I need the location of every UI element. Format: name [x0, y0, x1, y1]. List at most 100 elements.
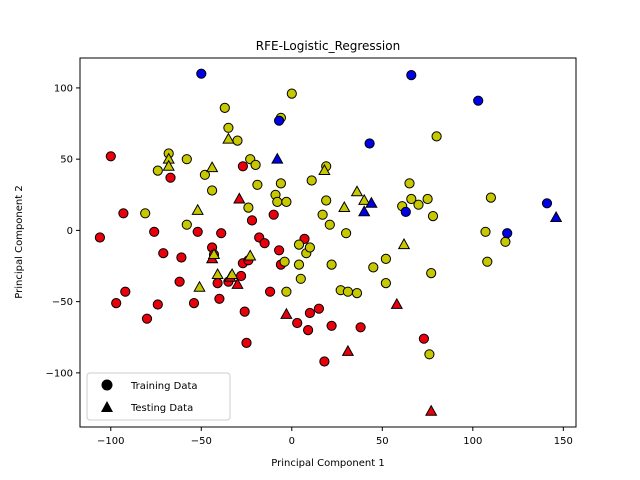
x-tick-label: 100: [463, 436, 482, 447]
training-point-102: [541, 198, 553, 209]
y-tick-label: −50: [52, 297, 73, 308]
training-point-74: [326, 259, 337, 270]
training-point-55: [252, 179, 263, 190]
legend-label-training: Training Data: [130, 381, 198, 392]
training-point-78: [351, 288, 363, 299]
training-point-54: [250, 159, 261, 170]
y-tick-label: 0: [67, 226, 73, 237]
testing-point-10: [191, 203, 204, 215]
training-point-81: [380, 278, 391, 289]
training-point-91: [480, 226, 491, 237]
training-point-93: [485, 192, 496, 203]
training-point-4: [120, 286, 131, 297]
training-point-98: [400, 206, 411, 217]
x-axis: −100 −50 0 50 100 150: [97, 427, 573, 447]
training-point-33: [292, 317, 303, 329]
x-tick-label: 150: [554, 436, 573, 447]
training-point-1: [105, 151, 116, 162]
testing-point-6: [390, 297, 403, 309]
training-point-7: [152, 299, 163, 310]
plot-area-frame: [79, 57, 577, 428]
training-point-70: [317, 209, 328, 220]
testing-point-2: [231, 277, 244, 289]
testing-point-24: [358, 205, 371, 217]
training-point-39: [326, 320, 337, 331]
training-point-29: [265, 286, 276, 297]
testing-point-3: [233, 192, 246, 204]
testing-point-15: [222, 132, 235, 144]
training-point-36: [304, 307, 315, 319]
training-point-97: [364, 138, 375, 149]
training-point-9: [165, 172, 176, 183]
training-point-76: [341, 228, 352, 239]
x-axis-label: Principal Component 1: [271, 458, 384, 469]
training-point-2: [111, 298, 122, 309]
training-point-83: [404, 178, 415, 189]
points-layer: [94, 68, 563, 416]
training-point-38: [319, 356, 330, 367]
training-point-8: [158, 248, 169, 259]
testing-point-19: [338, 200, 351, 212]
training-point-45: [181, 154, 192, 165]
x-tick-label: 0: [289, 436, 295, 447]
testing-point-7: [425, 404, 438, 416]
training-point-51: [232, 135, 243, 146]
y-tick-label: −100: [46, 368, 73, 379]
training-point-22: [237, 161, 248, 172]
training-point-79: [368, 262, 379, 273]
training-point-73: [324, 219, 335, 230]
training-point-99: [406, 70, 417, 81]
training-point-50: [223, 122, 234, 133]
legend-circle-marker: [101, 379, 113, 391]
y-tick-label: 50: [60, 155, 73, 166]
training-point-40: [355, 322, 366, 333]
y-axis-label: Principal Component 2: [14, 185, 25, 298]
testing-point-23: [271, 152, 284, 164]
training-point-87: [424, 349, 435, 360]
training-point-86: [422, 193, 433, 205]
training-point-72: [321, 195, 332, 206]
training-point-43: [152, 165, 163, 176]
training-point-100: [473, 95, 484, 106]
testing-point-5: [341, 344, 355, 356]
training-point-64: [293, 259, 305, 270]
testing-point-17: [243, 249, 257, 261]
training-point-95: [196, 68, 207, 79]
training-point-94: [500, 236, 511, 247]
training-point-16: [212, 278, 223, 289]
training-point-89: [427, 211, 439, 222]
training-point-90: [431, 131, 442, 142]
testing-point-9: [162, 159, 175, 171]
training-point-92: [482, 256, 493, 267]
training-point-59: [275, 178, 286, 189]
training-point-52: [243, 202, 254, 213]
testing-point-14: [211, 267, 224, 279]
testing-point-25: [365, 196, 378, 208]
legend-box: [86, 372, 231, 421]
training-point-77: [342, 286, 353, 297]
training-point-5: [141, 313, 153, 324]
training-point-85: [413, 199, 424, 210]
training-point-35: [303, 325, 314, 336]
testing-point-4: [280, 307, 293, 319]
training-point-11: [176, 252, 187, 263]
testing-point-12: [205, 161, 219, 173]
legend-triangle-marker: [101, 401, 113, 412]
training-point-6: [149, 226, 160, 237]
testing-point-22: [397, 237, 411, 250]
training-point-68: [304, 242, 315, 253]
training-point-37: [313, 303, 324, 314]
training-point-48: [207, 185, 218, 196]
legend-label-testing: Testing Data: [130, 403, 193, 414]
training-point-88: [426, 268, 437, 279]
training-point-17: [214, 293, 225, 304]
training-point-12: [188, 298, 200, 309]
training-point-65: [293, 239, 305, 250]
training-point-23: [239, 306, 250, 317]
training-point-28: [259, 238, 270, 249]
testing-point-21: [358, 193, 371, 205]
chart-title: RFE-Logistic_Regression: [256, 39, 400, 53]
training-point-31: [274, 245, 285, 256]
x-tick-label: −50: [191, 436, 212, 447]
